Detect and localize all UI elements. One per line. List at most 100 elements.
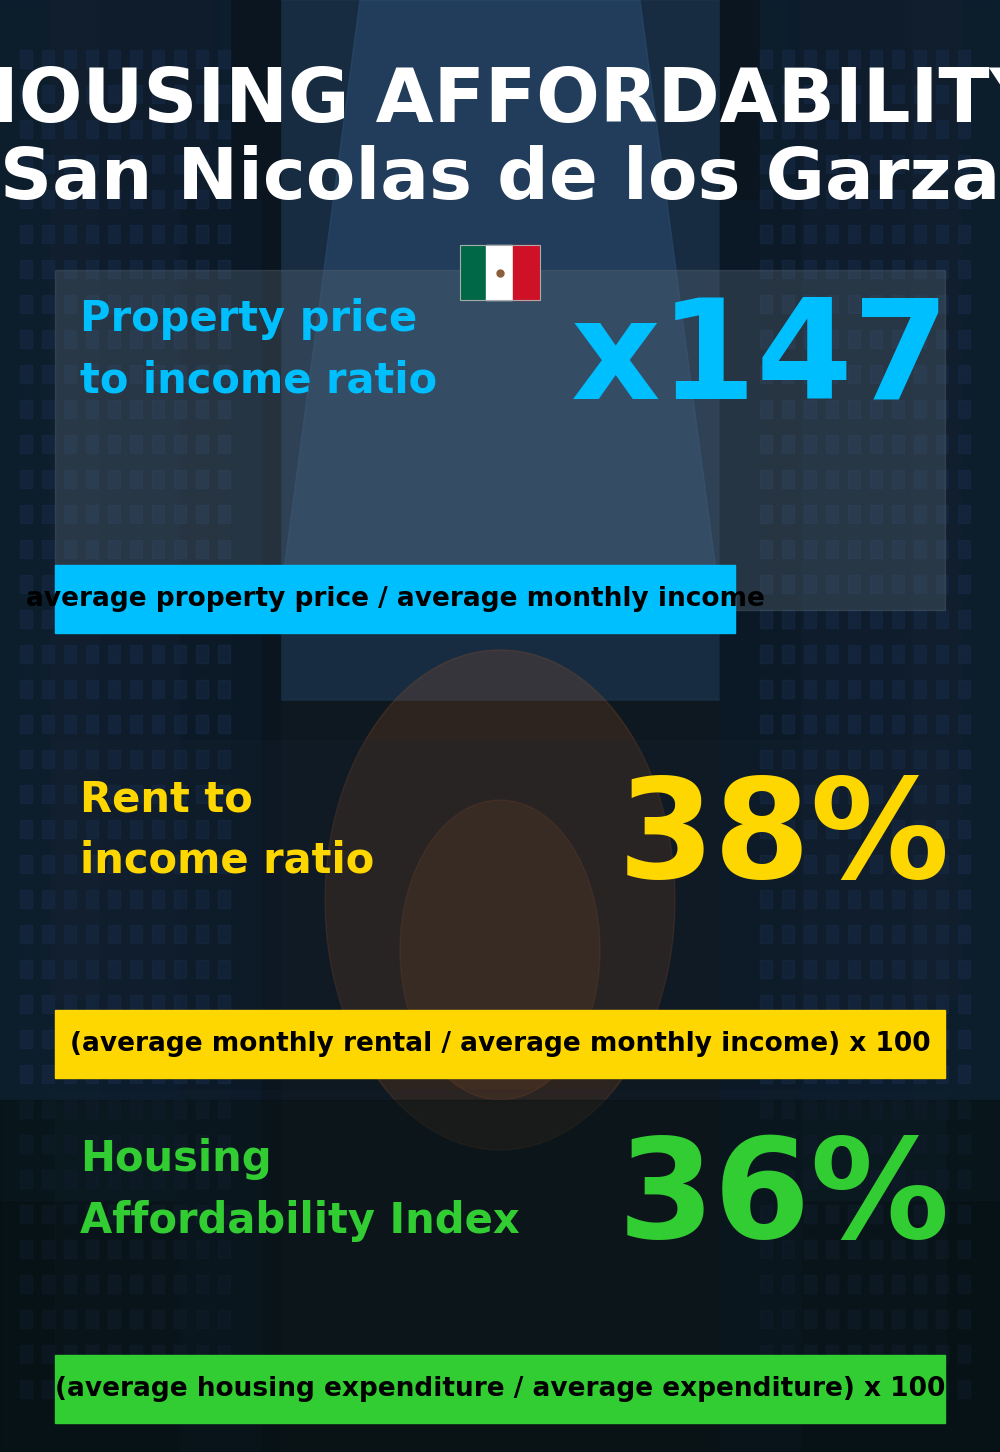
Bar: [152, 86, 164, 103]
Bar: [760, 1379, 772, 1398]
Bar: [42, 470, 54, 488]
Bar: [848, 399, 860, 418]
Bar: [936, 49, 948, 68]
Bar: [760, 86, 772, 103]
Bar: [826, 786, 838, 803]
Bar: [64, 505, 76, 523]
Bar: [760, 1310, 772, 1329]
Bar: [108, 1101, 120, 1118]
Bar: [218, 540, 230, 558]
Bar: [42, 260, 54, 277]
Bar: [20, 925, 32, 942]
Bar: [848, 436, 860, 453]
Bar: [152, 714, 164, 733]
Bar: [870, 610, 882, 629]
Bar: [42, 1135, 54, 1153]
Bar: [914, 995, 926, 1013]
Bar: [804, 1064, 816, 1083]
Bar: [218, 190, 230, 208]
Bar: [782, 1310, 794, 1329]
Bar: [936, 925, 948, 942]
Bar: [760, 610, 772, 629]
Bar: [826, 1029, 838, 1048]
Bar: [848, 575, 860, 592]
Bar: [958, 364, 970, 383]
Bar: [914, 540, 926, 558]
Bar: [804, 190, 816, 208]
Polygon shape: [280, 0, 720, 600]
Bar: [108, 155, 120, 173]
Bar: [86, 505, 98, 523]
Bar: [130, 855, 142, 873]
Bar: [42, 505, 54, 523]
Bar: [936, 436, 948, 453]
Bar: [914, 820, 926, 838]
Bar: [892, 540, 904, 558]
Bar: [86, 330, 98, 348]
Bar: [782, 364, 794, 383]
Bar: [870, 890, 882, 908]
Bar: [218, 610, 230, 629]
Bar: [892, 995, 904, 1013]
Bar: [870, 470, 882, 488]
Bar: [848, 86, 860, 103]
Bar: [86, 680, 98, 698]
Bar: [848, 1101, 860, 1118]
Bar: [804, 1310, 816, 1329]
Bar: [804, 1135, 816, 1153]
Bar: [790, 0, 910, 1101]
Bar: [782, 1064, 794, 1083]
Bar: [958, 1101, 970, 1118]
Bar: [86, 295, 98, 314]
Bar: [218, 155, 230, 173]
Bar: [218, 1379, 230, 1398]
Bar: [108, 960, 120, 979]
Bar: [870, 1170, 882, 1188]
Bar: [958, 1310, 970, 1329]
Bar: [892, 960, 904, 979]
Bar: [892, 505, 904, 523]
Bar: [826, 610, 838, 629]
Bar: [218, 751, 230, 768]
Bar: [958, 86, 970, 103]
Bar: [892, 436, 904, 453]
Bar: [958, 155, 970, 173]
Bar: [130, 1101, 142, 1118]
Bar: [914, 714, 926, 733]
Bar: [152, 855, 164, 873]
Bar: [174, 540, 186, 558]
Bar: [958, 1379, 970, 1398]
Bar: [0, 1101, 1000, 1452]
Bar: [218, 925, 230, 942]
Bar: [914, 1135, 926, 1153]
Bar: [20, 260, 32, 277]
Bar: [130, 1029, 142, 1048]
Bar: [218, 364, 230, 383]
Bar: [870, 364, 882, 383]
Bar: [218, 436, 230, 453]
Bar: [848, 751, 860, 768]
Bar: [174, 260, 186, 277]
Bar: [936, 1064, 948, 1083]
Bar: [130, 330, 142, 348]
Bar: [174, 1379, 186, 1398]
Bar: [130, 645, 142, 664]
Bar: [848, 1379, 860, 1398]
Bar: [936, 855, 948, 873]
Bar: [958, 890, 970, 908]
Bar: [20, 1064, 32, 1083]
Bar: [130, 1275, 142, 1292]
Bar: [848, 295, 860, 314]
Bar: [760, 436, 772, 453]
Bar: [760, 505, 772, 523]
Bar: [86, 364, 98, 383]
Bar: [892, 1170, 904, 1188]
Bar: [936, 330, 948, 348]
Text: Housing
Affordability Index: Housing Affordability Index: [80, 1138, 520, 1241]
Bar: [848, 925, 860, 942]
Bar: [936, 86, 948, 103]
Bar: [86, 436, 98, 453]
Bar: [848, 1275, 860, 1292]
Bar: [152, 1205, 164, 1223]
Bar: [848, 995, 860, 1013]
